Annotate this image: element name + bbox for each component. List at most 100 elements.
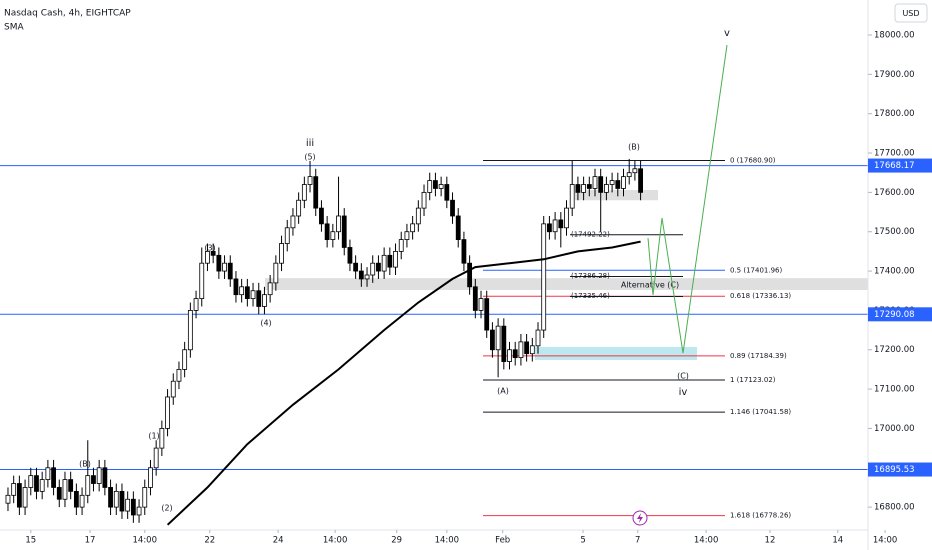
candle-body (609, 180, 615, 185)
wave-label: iv (679, 387, 688, 398)
wave-projection (647, 44, 728, 354)
plot: 0 (17680.90) 0.5 (17401.96) 0.618 (17336.1… (0, 28, 868, 526)
candle-body (353, 262, 359, 272)
indicator-label: SMA (4, 23, 24, 33)
candle-body (558, 219, 564, 229)
candle-body (370, 262, 376, 276)
x-tick-label: 14:00 (694, 536, 719, 546)
candle-body (615, 180, 621, 189)
candle-body (381, 254, 387, 272)
candle-body (187, 310, 193, 351)
candle-body (484, 298, 490, 331)
candle-body (165, 396, 170, 429)
candle-body (22, 487, 28, 508)
candle-body (136, 506, 142, 516)
candle-body (11, 483, 17, 496)
fib-label: 0 (17680.90) (730, 157, 776, 165)
candle-body (279, 243, 284, 264)
candle-body (598, 176, 604, 193)
x-tick-label: 22 (204, 536, 215, 546)
candle-body (28, 475, 34, 488)
candle-body (438, 184, 444, 189)
x-tick-label: 24 (273, 536, 284, 546)
candle-body (262, 294, 267, 307)
candle-body (632, 168, 638, 174)
candle-body (148, 467, 153, 488)
candle-body (547, 223, 552, 233)
y-tick-label: 18000.00 (874, 31, 915, 41)
wave-label: v (724, 28, 730, 39)
candle-body (467, 262, 473, 288)
candle-body (495, 325, 501, 351)
candle-body (210, 250, 216, 256)
candle-body (581, 184, 587, 193)
candle-body (284, 227, 290, 244)
projection-label: (17492.22) (571, 230, 610, 238)
x-tick-label: 7 (635, 536, 640, 546)
candle-body (638, 168, 643, 193)
x-tick-label: 14:00 (323, 536, 348, 546)
candle-body (51, 467, 56, 488)
candle-body (427, 180, 433, 193)
candle-body (564, 207, 569, 229)
candle-body (330, 231, 336, 240)
y-tick-label: 17000.00 (874, 424, 915, 434)
candle-body (102, 467, 108, 488)
candle-body (233, 278, 239, 296)
candle-body (307, 176, 313, 185)
wave-label: iii (306, 138, 314, 149)
candle-body (244, 286, 250, 300)
candle-body (592, 176, 598, 189)
wave-label: Alternative (C) (621, 281, 679, 290)
price-badge (868, 462, 932, 477)
candle-body (410, 223, 416, 233)
price-badge (868, 158, 932, 173)
x-tick-label: 14:00 (873, 536, 898, 546)
candle-body (450, 199, 455, 217)
candle-body (621, 176, 626, 189)
candle-body (575, 184, 581, 193)
candle-body (455, 215, 461, 240)
candle-body (461, 239, 467, 264)
y-tick-label: 17900.00 (874, 70, 915, 80)
candle-body (108, 487, 113, 508)
y-tick-label: 17700.00 (874, 149, 915, 159)
candle-body (604, 184, 609, 193)
candle-body (39, 479, 45, 492)
currency-label[interactable]: USD (902, 9, 919, 18)
candle-body (34, 475, 39, 492)
candle-body (91, 475, 96, 484)
candle-body (387, 254, 393, 268)
fib-label: 0.618 (17336.13) (730, 292, 791, 300)
projection-label: (17386.28) (571, 272, 610, 280)
x-tick-label: 15 (25, 536, 36, 546)
candle-body (5, 494, 11, 504)
fib-label: 1 (17123.02) (730, 376, 776, 384)
candle-body (433, 180, 438, 189)
candle-body (512, 349, 518, 359)
wave-label: (B) (628, 143, 640, 152)
candle-body (227, 262, 233, 280)
candle-body (415, 207, 421, 225)
candle-body (324, 223, 330, 240)
candle-body (239, 286, 245, 296)
wave-label: (1) (148, 432, 159, 441)
candle-body (501, 325, 507, 362)
y-tick-label: 17200.00 (874, 345, 915, 355)
candle-body (478, 298, 484, 311)
candle-body (296, 199, 302, 217)
x-tick-label: 17 (85, 536, 96, 546)
candle-body (119, 490, 125, 512)
candle-body (62, 479, 68, 500)
candle-body (205, 250, 210, 264)
currency-button[interactable] (894, 3, 928, 23)
candle-body (518, 341, 524, 359)
candle-body (626, 172, 632, 178)
axes: 18000.00 17900.00 17800.00 17700.00 17600.00… (25, 31, 932, 546)
candle-body (569, 184, 575, 209)
candle-body (347, 247, 353, 264)
y-tick-label: 17400.00 (874, 267, 915, 277)
candle-body (341, 215, 347, 248)
candle-body (130, 498, 136, 516)
